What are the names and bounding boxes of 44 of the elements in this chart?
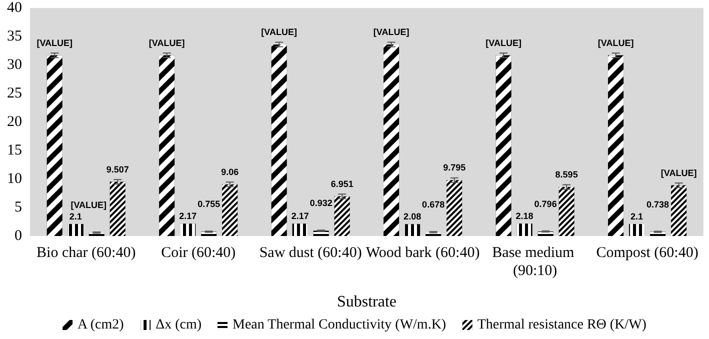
data-label: 2.1: [69, 212, 82, 222]
legend-label: Thermal resistance RΘ (K/W): [477, 318, 647, 332]
data-label: 2.17: [179, 211, 197, 222]
data-label: 6.951: [330, 178, 354, 189]
y-tick-label: 15: [7, 142, 22, 158]
y-tick-label: 5: [14, 200, 22, 216]
x-axis-title: Substrate: [336, 294, 396, 310]
data-label: 9.507: [106, 164, 129, 174]
data-label: 0.755: [198, 199, 220, 210]
x-tick-label: Base medium (90:10): [492, 245, 578, 279]
x-tick-label: Coir (60:40): [161, 245, 236, 261]
data-label: 0.932: [310, 198, 332, 208]
y-tick-label: 10: [7, 171, 22, 187]
data-label: 9.795: [443, 162, 466, 173]
y-tick-label: 40: [7, 0, 22, 16]
data-label: 0.738: [646, 199, 670, 210]
data-label: [VALUE]: [70, 200, 107, 210]
x-tick-label: Compost (60:40): [596, 245, 698, 261]
y-tick-label: 30: [7, 57, 22, 73]
data-label: [VALUE]: [373, 26, 410, 37]
data-label: 2.18: [516, 211, 534, 222]
y-tick-label: 35: [7, 28, 22, 44]
legend-label: Mean Thermal Conductivity (W/m.K): [232, 318, 446, 332]
data-label: 2.1: [630, 212, 644, 222]
data-label: [VALUE]: [36, 38, 73, 48]
y-tick-label: 0: [14, 228, 22, 244]
legend-label: A (cm2): [78, 318, 124, 332]
data-label: [VALUE]: [598, 38, 634, 48]
data-label: [VALUE]: [660, 168, 697, 178]
legend-label: Δx (cm): [156, 318, 202, 332]
y-tick-label: 20: [7, 114, 22, 130]
data-label: 2.17: [291, 211, 309, 222]
data-label: 0.796: [534, 198, 557, 209]
data-label: 9.06: [221, 166, 239, 177]
data-label: 2.08: [404, 212, 422, 222]
data-label: [VALUE]: [486, 38, 522, 48]
data-label: 8.595: [555, 170, 578, 180]
x-tick-label: Saw dust (60:40): [259, 245, 362, 261]
data-label: [VALUE]: [148, 38, 185, 48]
data-label: 0.678: [422, 200, 445, 210]
data-label: [VALUE]: [261, 26, 298, 37]
x-tick-label: Wood bark (60:40): [366, 245, 480, 261]
y-tick-label: 25: [7, 86, 22, 102]
x-tick-label: Bio char (60:40): [36, 245, 136, 261]
